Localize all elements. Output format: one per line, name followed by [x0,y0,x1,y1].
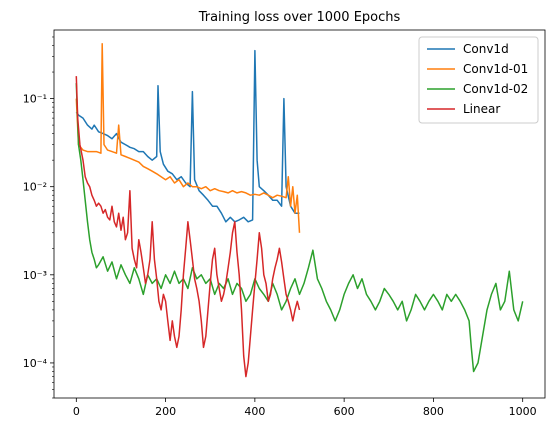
x-tick-label: 600 [334,405,355,418]
chart-title: Training loss over 1000 Epochs [198,10,401,25]
y-tick-label: 10⁻² [23,181,47,194]
y-tick-label: 10⁻³ [23,269,47,282]
y-tick-label: 10⁻⁴ [23,357,48,370]
series-line-conv1d [76,51,299,222]
legend-label: Conv1d-01 [463,62,528,76]
series-line-linear [76,76,299,377]
x-tick-label: 0 [73,405,80,418]
x-tick-label: 1000 [509,405,537,418]
x-tick-label: 200 [155,405,176,418]
y-tick-label: 10⁻¹ [23,93,47,106]
legend: Conv1d Conv1d-01 Conv1d-02 Linear [419,37,538,123]
x-tick-label: 400 [244,405,265,418]
legend-label: Linear [463,102,500,116]
x-axis: 0 200 400 600 800 1000 [73,398,537,418]
series-line-conv1d-01 [76,44,299,233]
y-axis: 10⁻⁴ 10⁻³ 10⁻² 10⁻¹ [23,37,54,398]
x-tick-label: 800 [423,405,444,418]
legend-label: Conv1d [463,42,509,56]
legend-label: Conv1d-02 [463,82,528,96]
